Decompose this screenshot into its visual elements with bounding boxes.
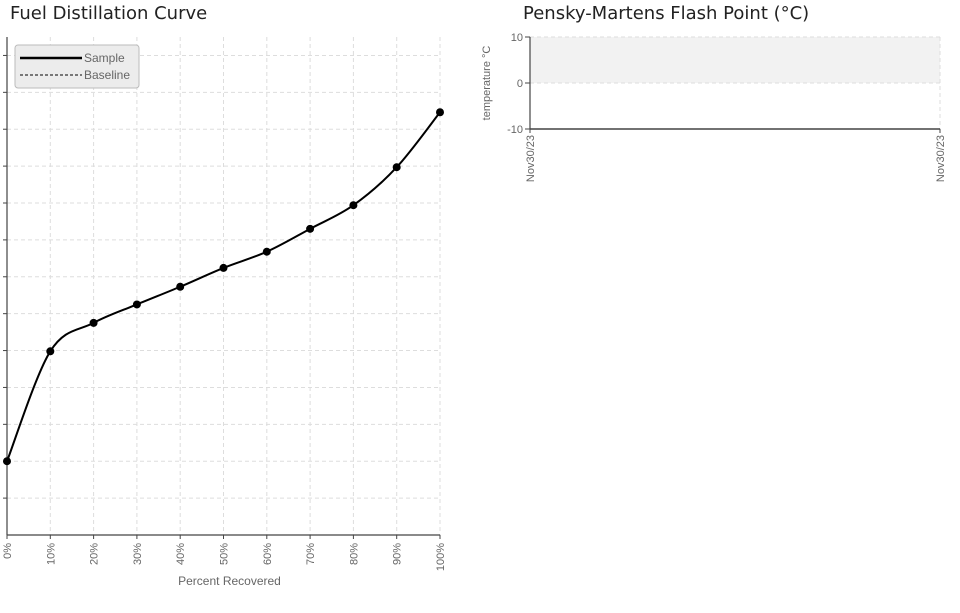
distillation-chart: 0% 10% 20% 30% 40% 50% 60% 70% 80% 90% 100% Percent… xyxy=(2,37,447,588)
y-tick-label: 10 xyxy=(511,32,523,44)
distillation-x-ticks: 0% 10% 20% 30% 40% 50% 60% 70% 80% 90% 100% xyxy=(2,535,447,571)
legend-baseline-label: Baseline xyxy=(84,68,130,82)
sample-data-point xyxy=(176,282,185,291)
distillation-horizontal-gridlines xyxy=(7,54,440,499)
sample-data-point xyxy=(89,318,98,327)
distillation-chart-title: Fuel Distillation Curve xyxy=(10,3,208,24)
x-tick-label: 60% xyxy=(262,543,274,565)
flash-point-chart-title: Pensky-Martens Flash Point (°C) xyxy=(523,3,810,24)
sample-data-point xyxy=(219,263,228,272)
legend-box xyxy=(14,44,140,89)
x-tick-label: 20% xyxy=(89,543,101,565)
flash-point-band xyxy=(530,37,940,83)
x-tick-label: Nov30/23 xyxy=(935,135,947,182)
x-tick-label: 50% xyxy=(219,543,231,565)
sample-data-point xyxy=(349,201,358,210)
x-tick-label: Nov30/23 xyxy=(525,135,537,182)
x-tick-label: 80% xyxy=(348,543,360,565)
sample-data-point xyxy=(3,457,11,466)
x-tick-label: 100% xyxy=(435,543,447,571)
y-tick-label: -10 xyxy=(507,124,523,136)
flash-point-x-ticks: Nov30/23 Nov30/23 xyxy=(525,129,947,182)
x-tick-label: 70% xyxy=(305,543,317,565)
flash-point-y-ticks: 10 0 -10 xyxy=(507,32,530,136)
flash-point-y-axis-label: temperature °C xyxy=(481,46,493,121)
distillation-legend: Sample Baseline xyxy=(14,44,140,89)
sample-series-points xyxy=(3,108,444,466)
x-tick-label: 40% xyxy=(175,543,187,565)
sample-data-point xyxy=(306,224,315,233)
x-tick-label: 30% xyxy=(132,543,144,565)
sample-data-point xyxy=(392,163,401,172)
sample-data-point xyxy=(436,108,444,117)
legend-sample-label: Sample xyxy=(84,51,125,65)
y-tick-label: 0 xyxy=(517,78,523,90)
sample-data-point xyxy=(262,247,271,256)
x-tick-label: 90% xyxy=(392,543,404,565)
distillation-x-axis-label: Percent Recovered xyxy=(178,574,281,588)
x-tick-label: 0% xyxy=(2,543,14,559)
sample-data-point xyxy=(46,347,55,356)
x-tick-label: 10% xyxy=(45,543,57,565)
sample-data-point xyxy=(132,300,141,309)
